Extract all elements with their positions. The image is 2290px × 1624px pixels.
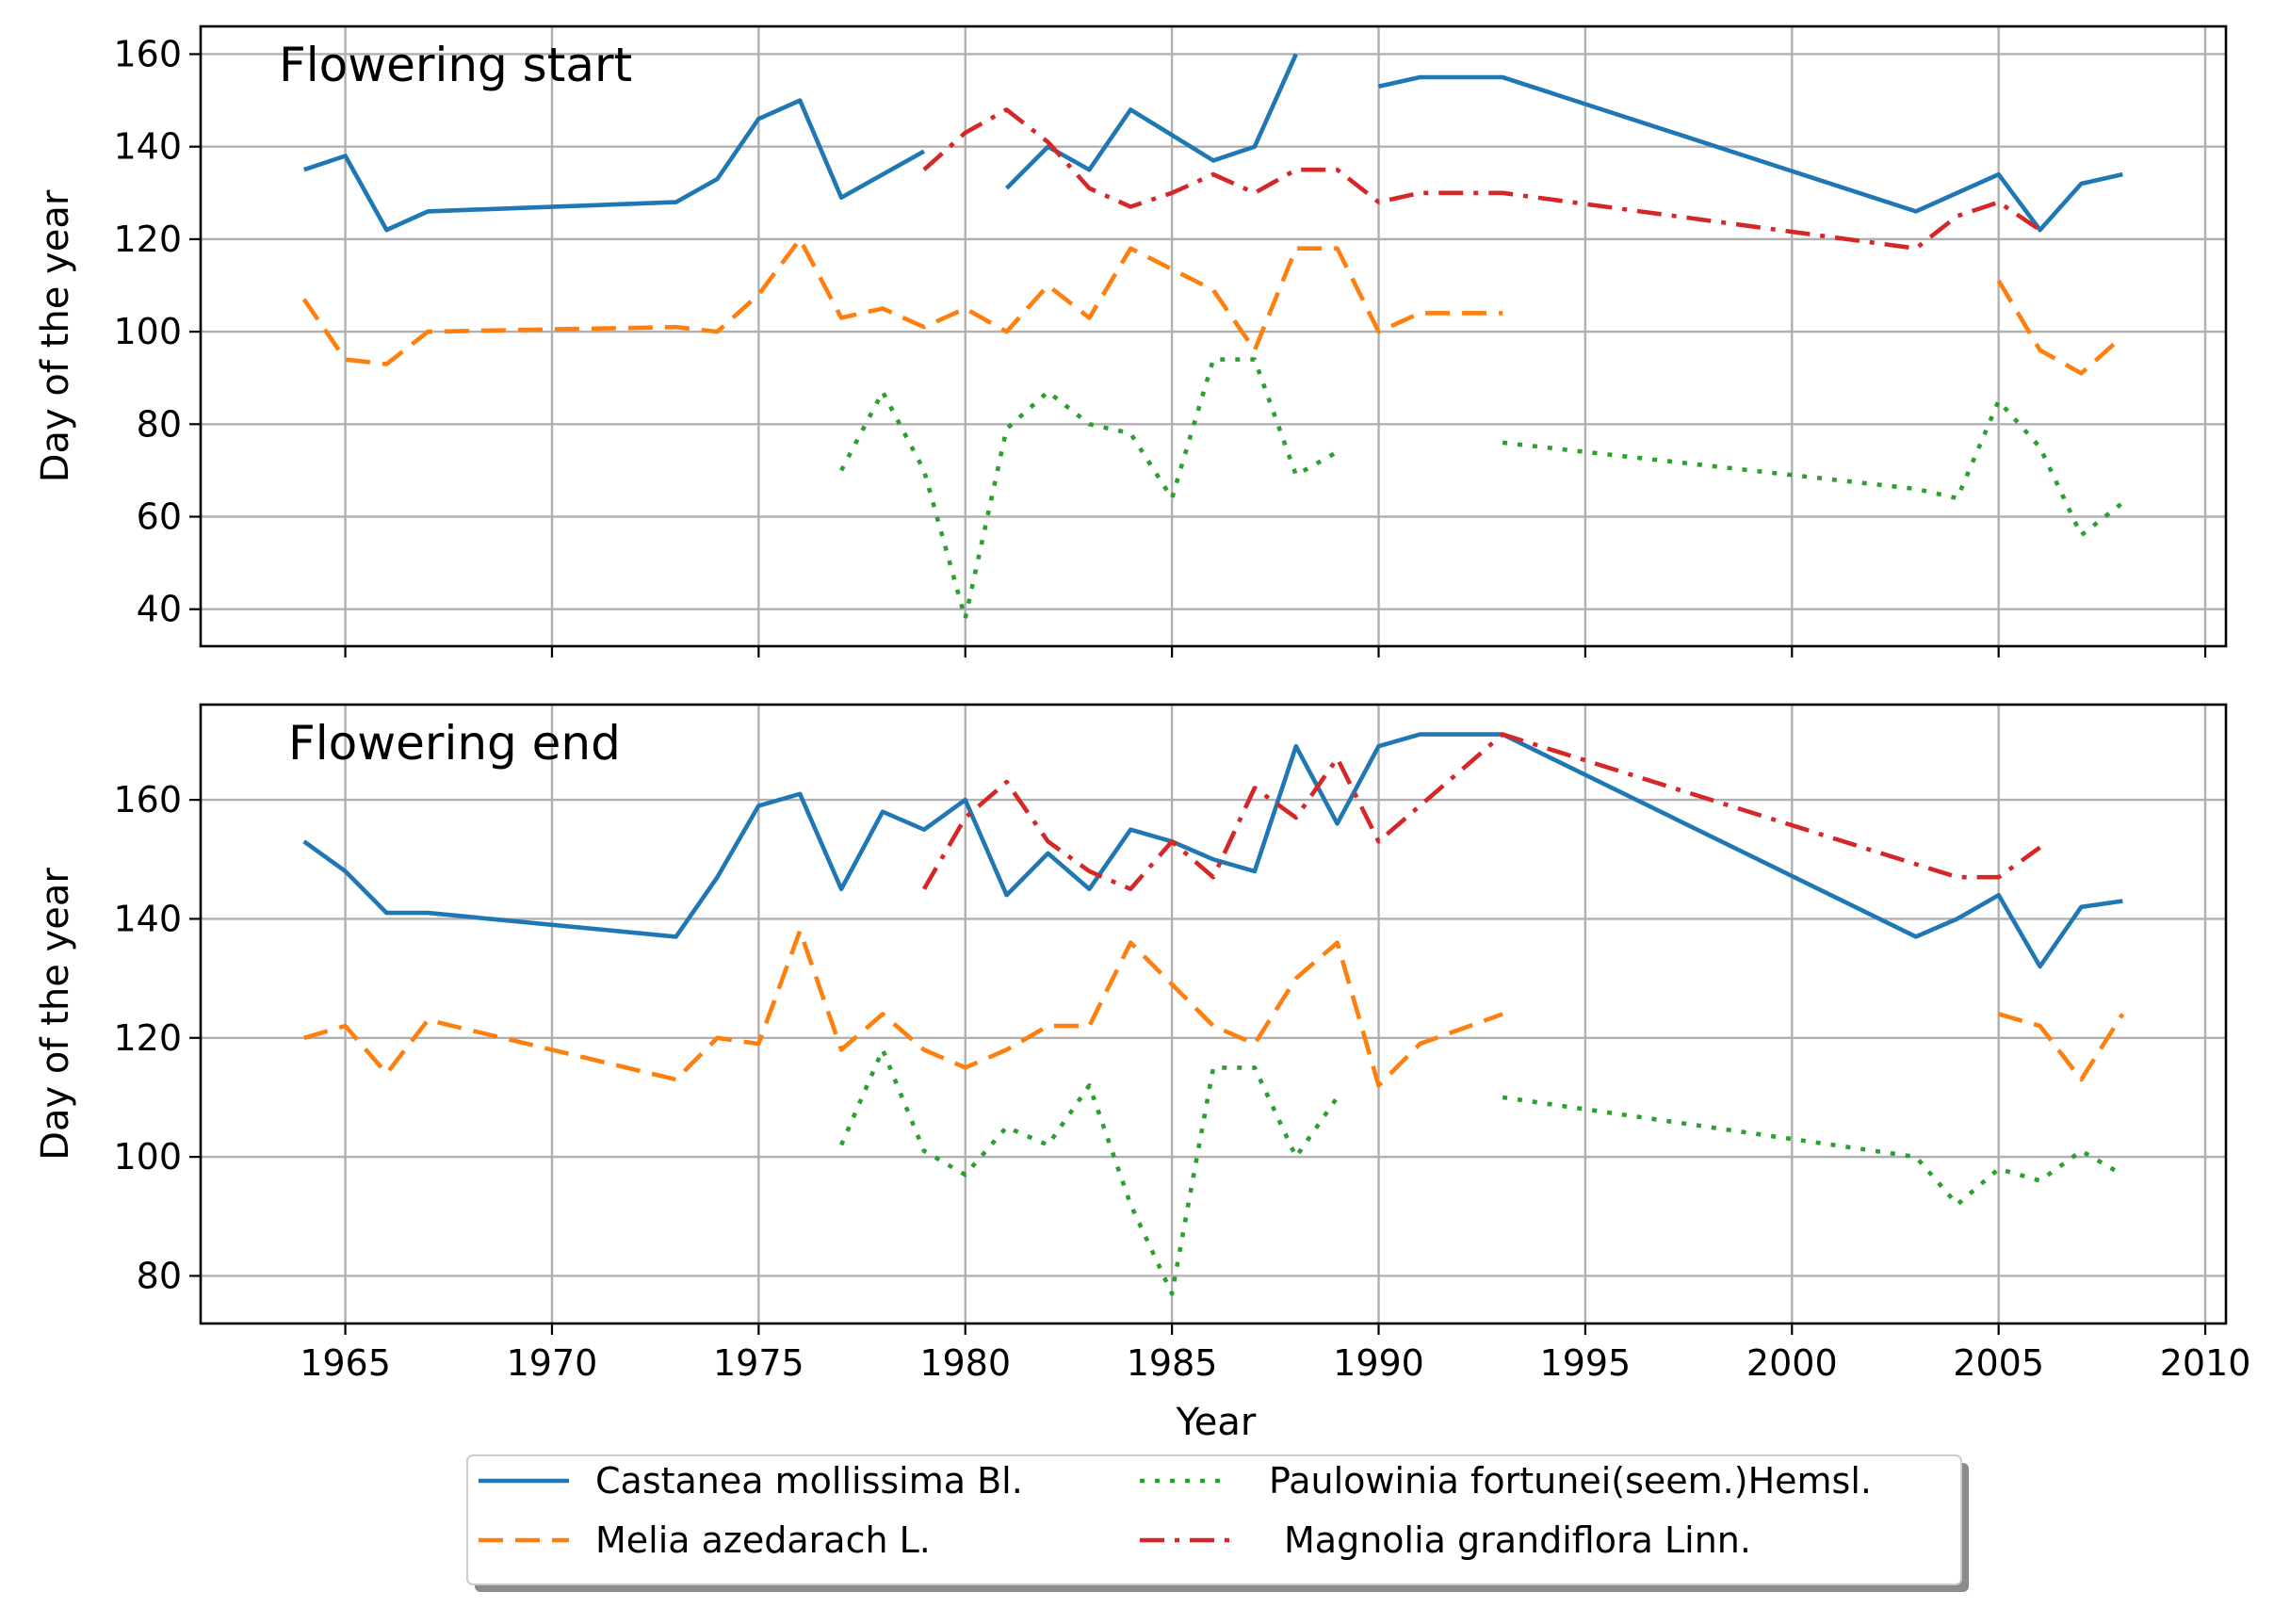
y-tick-label-140: 140 [113,898,182,939]
panel-title: Flowering start [279,38,632,92]
y-tick-label-100: 100 [113,1136,182,1177]
y-tick-label-140: 140 [113,126,182,168]
legend-label-paulowinia-fortunei-seem-hemsl: Paulowinia fortunei(seem.)Hemsl. [1269,1460,1872,1502]
series-line-castanea-mollissima-bl-0 [302,732,2123,969]
series-line-melia-azedarach-l-0 [301,236,1503,366]
x-tick-label-2010: 2010 [2160,1342,2251,1384]
y-tick-label-160: 160 [113,33,182,74]
y-tick-label-120: 120 [113,1017,182,1059]
y-tick-label-100: 100 [113,311,182,352]
y-axis-label: Day of the year [34,868,77,1161]
legend-box [466,1454,1962,1585]
x-tick-label-1965: 1965 [300,1342,391,1384]
axes-frame [199,24,2228,648]
series-line-castanea-mollissima-bl-0 [302,98,926,233]
series-line-castanea-mollissima-bl-2 [1377,74,2123,233]
series-line-melia-azedarach-l-1 [1996,279,2124,376]
series-line-castanea-mollissima-bl-1 [1004,53,1298,190]
x-tick-label-1985: 1985 [1127,1342,1218,1384]
series-line-paulowinia-fortunei-seem-hemsl-0 [839,357,1339,621]
x-tick-label-2000: 2000 [1746,1342,1838,1384]
legend-label-melia-azedarach-l: Melia azedarach L. [595,1519,931,1561]
y-tick-label-40: 40 [137,589,182,630]
y-tick-label-160: 160 [113,779,182,820]
series-line-paulowinia-fortunei-seem-hemsl-1 [1502,1095,2124,1207]
series-line-magnolia-grandiflora-linn-0 [922,107,2041,252]
series-line-magnolia-grandiflora-linn-0 [921,732,2041,892]
panel-flowering-end: 80 100 120 140 160 1965 1970 1975 1980 1985 1990 19… [34,703,2251,1384]
x-tick-label-1995: 1995 [1540,1342,1632,1384]
x-axis-label: Year [1176,1401,1257,1444]
panel-title: Flowering end [288,716,621,771]
axes-frame [199,703,2228,1325]
series-line-melia-azedarach-l-1 [1998,1012,2125,1082]
x-tick-label-1980: 1980 [919,1342,1011,1384]
series-line-melia-azedarach-l-0 [303,928,1503,1088]
y-tick-label-60: 60 [137,496,182,538]
legend-label-castanea-mollissima-bl: Castanea mollissima Bl. [595,1460,1023,1502]
y-tick-label-80: 80 [137,1255,182,1296]
panel-flowering-start: 40 60 80 100 120 140 160 Flowering start Day of … [34,24,2228,658]
x-tick-label-1970: 1970 [507,1342,598,1384]
y-axis-label: Day of the year [34,189,77,482]
x-tick-label-2005: 2005 [1953,1342,2044,1384]
y-tick-label-80: 80 [137,403,182,445]
x-tick-label-1975: 1975 [713,1342,804,1384]
y-tick-label-120: 120 [113,219,182,260]
x-tick-label-1990: 1990 [1333,1342,1424,1384]
series-line-paulowinia-fortunei-seem-hemsl-1 [1502,398,2124,538]
series-line-paulowinia-fortunei-seem-hemsl-0 [838,1047,1340,1296]
legend: Castanea mollissima Bl. Melia azedarach … [466,1454,1969,1592]
legend-label-magnolia-grandiflora-linn: Magnolia grandiflora Linn. [1284,1519,1751,1561]
